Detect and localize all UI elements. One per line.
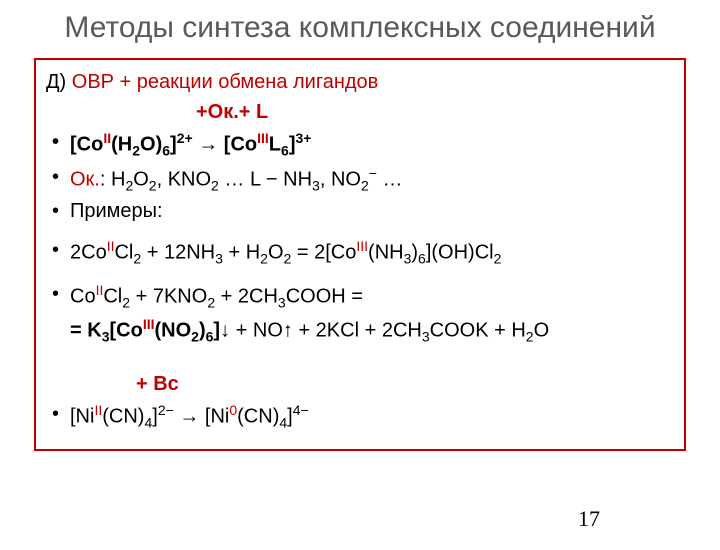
vc-label: + Вс: [136, 373, 179, 395]
ok-l-label: +Ок.+ L: [196, 101, 268, 123]
over-arrow-label: +Ок.+ L: [46, 99, 674, 126]
example-3: [NiII(CN)4]2− → [Ni0(CN)4]4−: [52, 401, 674, 433]
example-1: 2CoIICl2 + 12NH3 + H2O2 = 2[CoIII(NH3)6]…: [52, 237, 674, 269]
example-2-line1: CoIICl2 + 7KNO2 + 2CH3COOH =: [52, 281, 674, 313]
section-label: Д): [46, 71, 72, 93]
content-frame: Д) ОВР + реакции обмена лигандов +Ок.+ L…: [34, 58, 686, 451]
vc-label-line: + Вс: [46, 371, 674, 398]
oxidant-line: Ок.: H2O2, KNO2 … L − NH3, NO2− …: [52, 164, 674, 196]
examples-label: Примеры:: [52, 198, 674, 225]
page-number: 17: [578, 506, 600, 532]
slide-title: Методы синтеза комплексных соединений: [0, 10, 720, 46]
section-text: ОВР + реакции обмена лигандов: [72, 71, 379, 93]
section-heading: Д) ОВР + реакции обмена лигандов: [46, 69, 674, 96]
main-reaction: [CoII(H2O)6]2+ → [CoIIIL6]3+: [52, 129, 674, 161]
example-2-line2: = K3[CoIII(NO2)6]↓ + NO↑ + 2KCl + 2CH3CO…: [52, 315, 674, 347]
